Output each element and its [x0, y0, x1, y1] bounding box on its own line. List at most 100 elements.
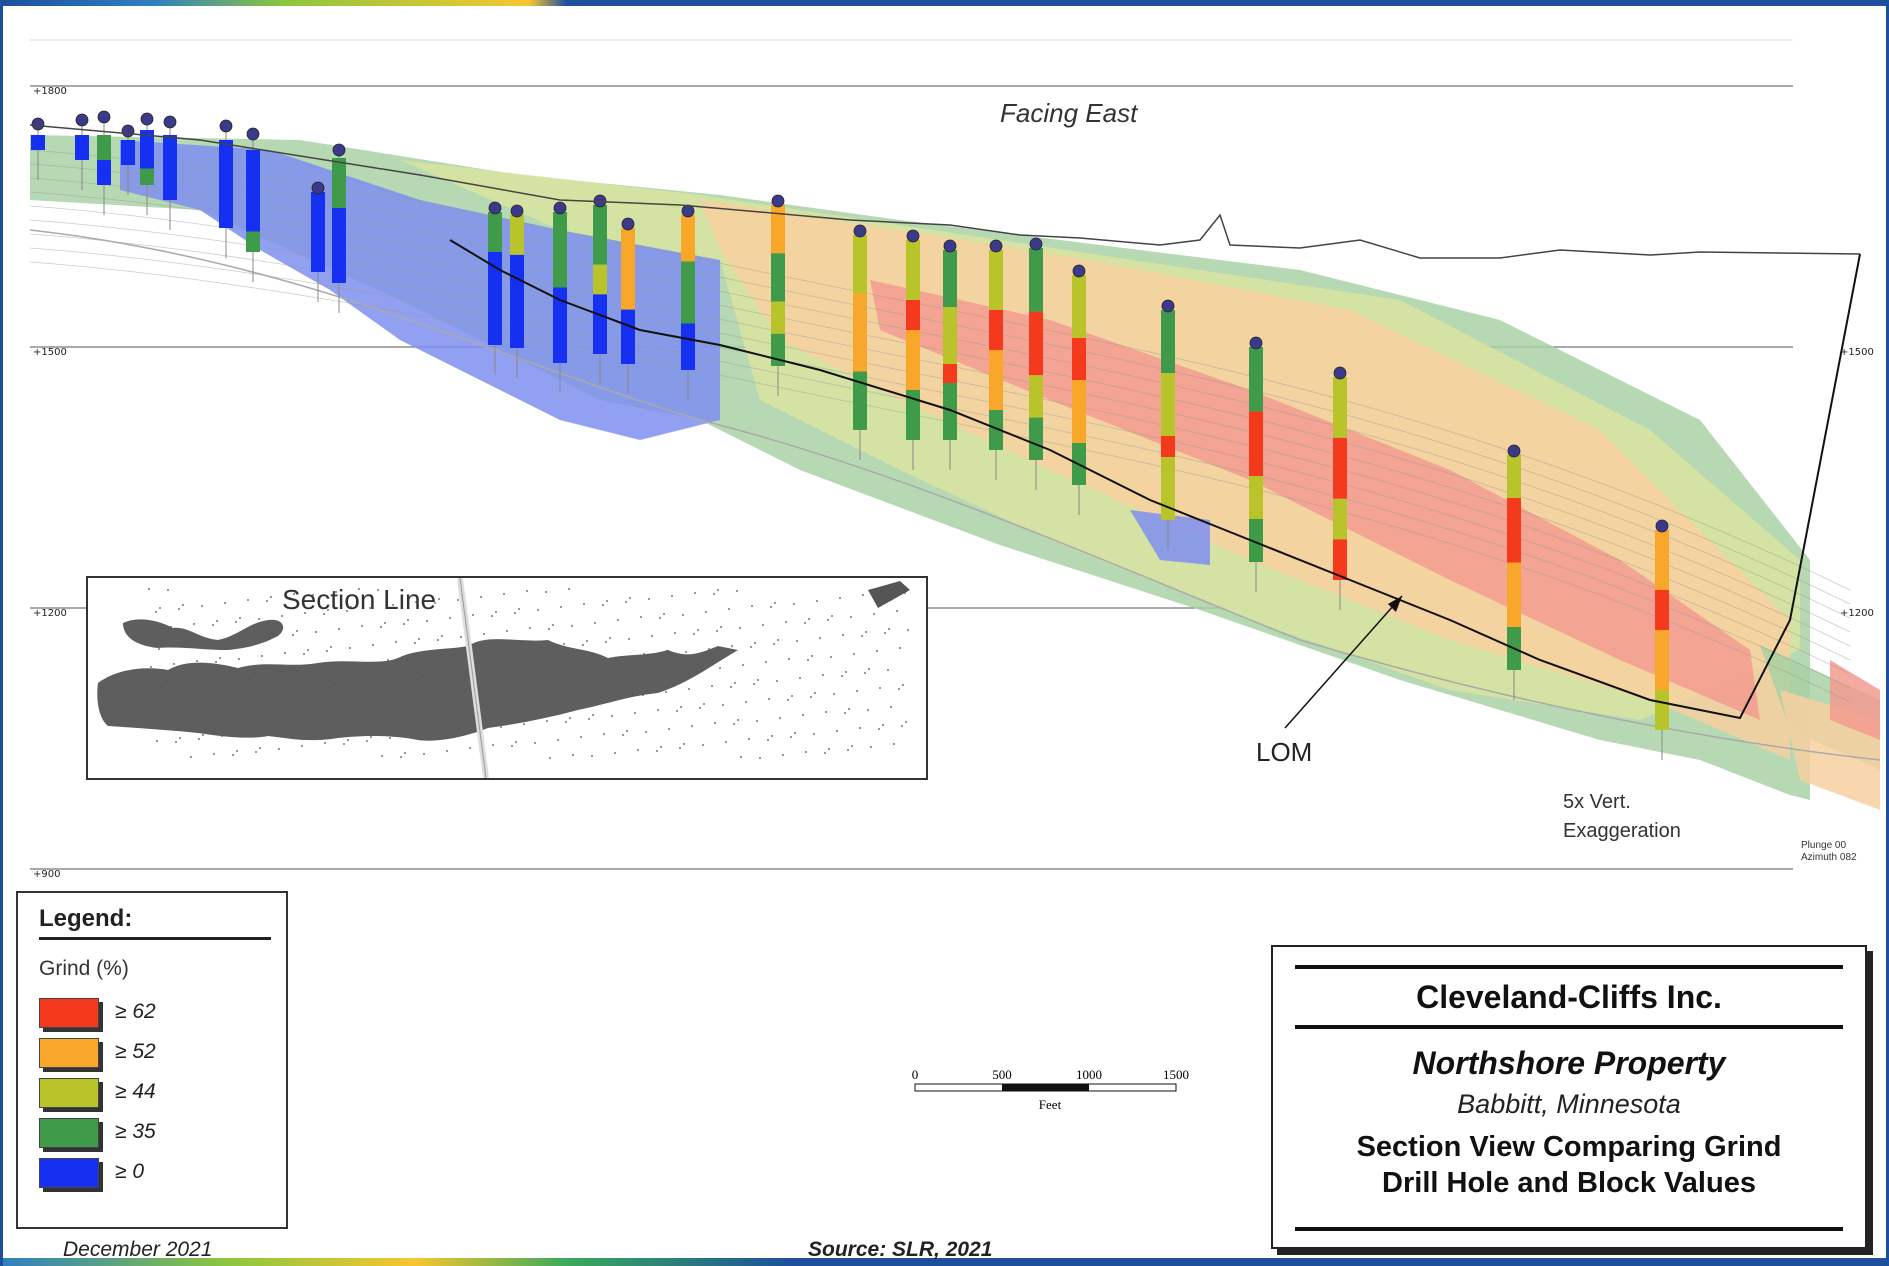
drill-hole-interval	[510, 254, 524, 348]
inset-collar-dot	[155, 611, 157, 613]
inset-collar-dot	[216, 620, 218, 622]
inset-collar-dot	[202, 734, 204, 736]
inset-collar-dot	[270, 596, 272, 598]
property-location: Babbitt, Minnesota	[1457, 1089, 1681, 1119]
inset-collar-dot	[182, 604, 184, 606]
inset-collar-dot	[731, 645, 733, 647]
inset-collar-dot	[830, 656, 832, 658]
legend-label-ge62: ≥ 62	[115, 1000, 156, 1023]
inset-collar-dot	[506, 630, 508, 632]
inset-collar-dot	[617, 619, 619, 621]
inset-collar-dot	[296, 630, 298, 632]
inset-collar-dot	[569, 717, 571, 719]
inset-collar-dot	[643, 653, 645, 655]
inset-collar-dot	[768, 698, 770, 700]
inset-collar-dot	[833, 693, 835, 695]
inset-collar-dot	[414, 642, 416, 644]
inset-collar-dot	[756, 720, 758, 722]
inset-collar-dot	[441, 635, 443, 637]
drill-hole-interval	[853, 293, 867, 372]
inset-collar-dot	[851, 745, 853, 747]
inset-collar-dot	[583, 603, 585, 605]
inset-collar-dot	[602, 604, 604, 606]
drill-hole-interval	[246, 231, 260, 252]
contour-line	[29, 261, 1851, 703]
section-lines	[29, 124, 1861, 729]
inset-collar-dot	[384, 622, 386, 624]
inset-collar-dot	[674, 632, 676, 634]
inset-collar-dot	[861, 635, 863, 637]
inset-collar-dot	[175, 741, 177, 743]
drill-hole-interval	[1072, 338, 1086, 380]
inset-collar-dot	[347, 739, 349, 741]
description-line-2: Drill Hole and Block Values	[1382, 1167, 1756, 1199]
drill-hole-interval	[989, 350, 1003, 410]
inset-collar-dot	[552, 624, 554, 626]
inset-collar-dot	[713, 593, 715, 595]
inset-collar-dot	[565, 721, 567, 723]
drill-hole-interval	[1161, 310, 1175, 373]
drill-hole-collar	[163, 115, 177, 129]
property-name: Northshore Property	[1412, 1045, 1726, 1081]
plunge-label: Plunge 00	[1801, 840, 1847, 851]
inset-collar-dot	[472, 614, 474, 616]
inset-collar-dot	[697, 629, 699, 631]
inset-collar-dot	[893, 743, 895, 745]
inset-collar-dot	[648, 598, 650, 600]
drill-hole-collar	[510, 204, 524, 218]
inset-collar-dot	[193, 623, 195, 625]
drill-hole-interval	[1507, 455, 1521, 498]
inset-collar-dot	[660, 746, 662, 748]
contour-line	[29, 177, 1851, 619]
figure-description: Section View Comparing Grind Drill Hole …	[1273, 1129, 1865, 1201]
figure-date: December 2021	[63, 1238, 213, 1261]
drill-hole-interval	[771, 253, 785, 302]
drill-hole-interval	[1655, 530, 1669, 590]
inset-collar-dot	[603, 733, 605, 735]
inset-collar-dot	[628, 638, 630, 640]
drill-hole-collar	[1507, 444, 1521, 458]
drill-hole-interval	[593, 205, 607, 265]
inset-collar-dot	[748, 738, 750, 740]
drill-hole-collar	[121, 124, 135, 138]
inset-collar-dot	[785, 621, 787, 623]
scale-bar-dark-segment	[1002, 1084, 1089, 1091]
drill-holes	[31, 110, 1669, 760]
drill-hole-interval	[1507, 498, 1521, 563]
drill-hole-interval	[681, 261, 695, 324]
drill-hole-interval	[246, 150, 260, 232]
inset-collar-dot	[640, 616, 642, 618]
inset-collar-dot	[407, 619, 409, 621]
inset-collar-dot	[438, 598, 440, 600]
inset-collar-dot	[572, 754, 574, 756]
block-zone	[870, 280, 1760, 720]
inset-collar-dot	[179, 737, 181, 739]
drill-hole-interval	[906, 390, 920, 440]
inset-collar-dot	[255, 751, 257, 753]
inset-collar-dot	[457, 599, 459, 601]
block-zone	[120, 140, 720, 440]
inset-collar-dot	[774, 602, 776, 604]
legend-swatch-ge35	[39, 1118, 99, 1148]
inset-collar-dot	[591, 755, 593, 757]
frame-top-bar	[0, 0, 1889, 6]
drill-hole-interval	[853, 371, 867, 430]
drill-hole-interval	[553, 287, 567, 363]
inset-collar-dot	[437, 639, 439, 641]
legend-box: Legend: Grind (%) ≥ 62 ≥ 52 ≥ 44 ≥ 35 ≥ …	[16, 891, 288, 1229]
inset-collar-dot	[343, 743, 345, 745]
drill-hole-interval	[97, 160, 111, 185]
inset-collar-dot	[740, 756, 742, 758]
inset-collar-dot	[793, 603, 795, 605]
inset-collar-dot	[907, 629, 909, 631]
drill-hole-collar	[943, 239, 957, 253]
inset-collar-dot	[312, 594, 314, 596]
inset-collar-dot	[819, 637, 821, 639]
drill-hole-interval	[1161, 457, 1175, 520]
drill-hole-interval	[1161, 436, 1175, 457]
inset-collar-dot	[148, 588, 150, 590]
drill-hole-collar	[219, 119, 233, 133]
inset-collar-dot	[901, 725, 903, 727]
lom-pit-outline	[449, 239, 1861, 720]
inset-collar-dot	[434, 602, 436, 604]
